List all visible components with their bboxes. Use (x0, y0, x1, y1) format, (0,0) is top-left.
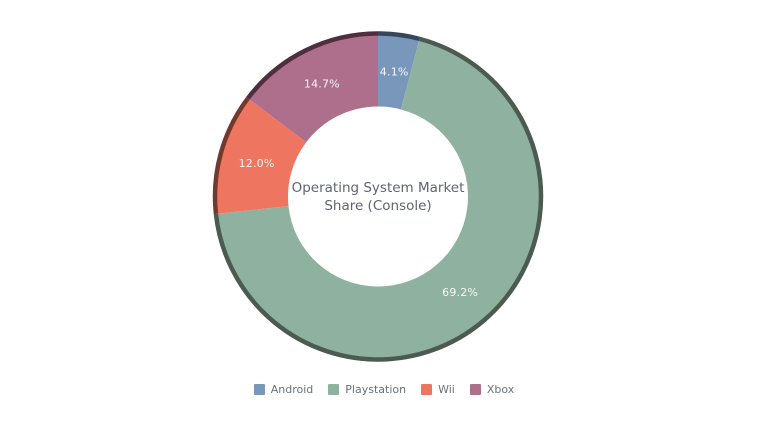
slice-xbox[interactable] (249, 35, 378, 143)
slice-rim-wii (212, 96, 250, 215)
legend-item-xbox[interactable]: Xbox (469, 383, 515, 396)
legend: Android Playstation Wii Xbox (0, 383, 768, 396)
legend-item-playstation[interactable]: Playstation (328, 383, 406, 396)
legend-item-wii[interactable]: Wii (421, 383, 455, 396)
slice-value-label-xbox: 14.7% (304, 78, 340, 91)
slice-value-label-wii: 12.0% (239, 157, 275, 170)
legend-label-wii: Wii (438, 383, 455, 396)
legend-item-android[interactable]: Android (253, 383, 314, 396)
slice-value-label-android: 4.1% (380, 66, 409, 79)
chart-title: Share (Console) (324, 198, 431, 214)
legend-label-android: Android (270, 383, 314, 396)
slice-rim-xbox (246, 31, 379, 100)
slice-playstation[interactable] (217, 40, 540, 358)
legend-label-xbox: Xbox (486, 383, 515, 396)
legend-swatch-xbox (469, 384, 481, 395)
slice-value-label-playstation: 69.2% (442, 286, 478, 299)
legend-swatch-playstation (328, 384, 340, 395)
slice-android[interactable] (378, 35, 420, 110)
legend-label-playstation: Playstation (345, 383, 407, 396)
slice-wii[interactable] (217, 99, 307, 214)
legend-swatch-android (253, 384, 265, 395)
legend-swatch-wii (421, 384, 433, 395)
slice-rim-android (377, 31, 421, 42)
chart-title: Operating System Market (292, 180, 465, 196)
slice-rim-playstation (213, 36, 544, 362)
